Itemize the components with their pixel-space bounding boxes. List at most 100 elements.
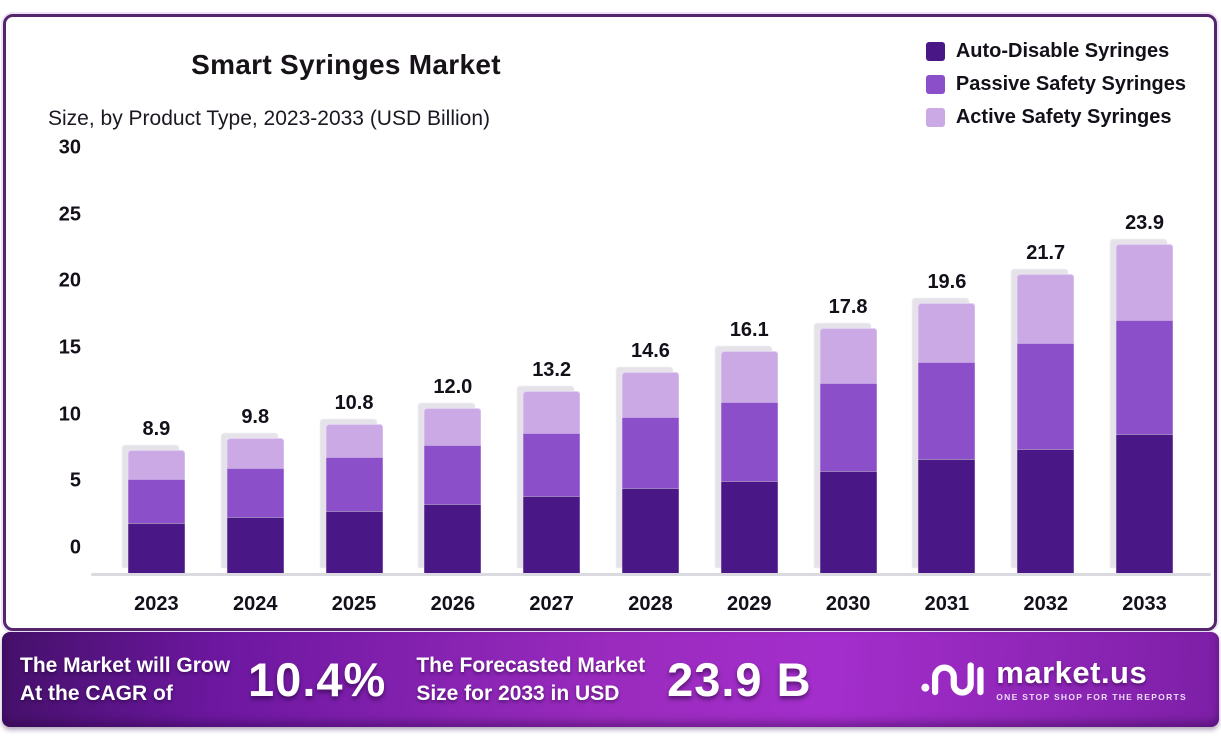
bar-segment-active-safety-syringes bbox=[918, 303, 976, 363]
chart-subtitle: Size, by Product Type, 2023-2033 (USD Bi… bbox=[48, 107, 491, 130]
cagr-label-line2: At the CAGR of bbox=[20, 681, 173, 705]
bar-column-2028: 14.6 bbox=[601, 153, 700, 573]
y-tick-20: 20 bbox=[58, 269, 81, 292]
x-tick-2023: 2023 bbox=[134, 593, 179, 615]
bar-segment-active-safety-syringes bbox=[325, 424, 383, 458]
forecast-value: 23.9 B bbox=[667, 653, 812, 706]
y-tick-25: 25 bbox=[58, 203, 81, 226]
bar-segment-passive-safety-syringes bbox=[1017, 343, 1075, 450]
bar-segment-passive-safety-syringes bbox=[1116, 319, 1174, 434]
bar-segment-passive-safety-syringes bbox=[621, 417, 679, 488]
legend: Auto-Disable Syringes Passive Safety Syri… bbox=[925, 39, 1186, 130]
stacked-bar bbox=[720, 351, 778, 573]
x-tick-2033: 2033 bbox=[1122, 593, 1167, 615]
stacked-bar bbox=[1116, 244, 1174, 573]
legend-label: Auto-Disable Syringes bbox=[955, 40, 1170, 62]
bar-column-2031: 19.6 bbox=[898, 153, 997, 573]
bar-segment-passive-safety-syringes bbox=[226, 468, 284, 517]
forecast-label-line2: Size for 2033 in USD bbox=[416, 681, 620, 705]
bar-segment-auto-disable-syringes bbox=[918, 458, 976, 573]
bar-segment-auto-disable-syringes bbox=[424, 504, 482, 573]
legend-item-1: Auto-Disable Syringes bbox=[925, 39, 1186, 64]
stacked-bar bbox=[523, 391, 581, 573]
bar-column-2030: 17.8 bbox=[799, 153, 898, 573]
bar-segment-auto-disable-syringes bbox=[523, 495, 581, 573]
bar-segment-auto-disable-syringes bbox=[621, 487, 679, 573]
stacked-bar bbox=[918, 303, 976, 573]
forecast-label: The Forecasted Market Size for 2033 in U… bbox=[416, 652, 645, 707]
bar-segment-passive-safety-syringes bbox=[127, 479, 185, 524]
marketus-logo: market.us ONE STOP SHOP FOR THE REPORTS bbox=[920, 651, 1201, 708]
bar-segment-auto-disable-syringes bbox=[1116, 434, 1174, 573]
marketus-logo-tagline: ONE STOP SHOP FOR THE REPORTS bbox=[996, 692, 1187, 702]
bar-total-label: 13.2 bbox=[532, 359, 572, 382]
bar-segment-auto-disable-syringes bbox=[1017, 449, 1075, 573]
y-tick-10: 10 bbox=[58, 403, 81, 426]
bar-total-label: 16.1 bbox=[729, 319, 769, 342]
x-axis-baseline bbox=[91, 573, 1211, 576]
x-tick-2024: 2024 bbox=[232, 593, 278, 615]
x-tick-2027: 2027 bbox=[529, 593, 574, 615]
bar-column-2025: 10.8 bbox=[305, 153, 404, 573]
bar-segment-passive-safety-syringes bbox=[523, 432, 581, 496]
y-tick-15: 15 bbox=[58, 336, 81, 359]
bar-total-label: 14.6 bbox=[631, 340, 670, 363]
stacked-bar bbox=[1017, 274, 1075, 573]
bar-segment-active-safety-syringes bbox=[819, 327, 877, 384]
bar-segment-passive-safety-syringes bbox=[918, 362, 976, 459]
marketus-logo-text: market.us bbox=[996, 655, 1148, 690]
legend-item-3: Active Safety Syringes bbox=[925, 105, 1186, 130]
bar-column-2026: 12.0 bbox=[403, 153, 502, 573]
bar-total-label: 12.0 bbox=[433, 375, 473, 398]
marketus-logo-icon bbox=[920, 651, 984, 708]
stacked-bar bbox=[621, 372, 679, 573]
bar-column-2029: 16.1 bbox=[700, 153, 799, 573]
x-tick-2028: 2028 bbox=[628, 593, 673, 615]
bar-segment-active-safety-syringes bbox=[424, 407, 482, 446]
stacked-bar bbox=[424, 407, 482, 573]
bar-segment-auto-disable-syringes bbox=[325, 511, 383, 573]
bar-total-label: 19.6 bbox=[927, 271, 967, 294]
bar-total-label: 21.7 bbox=[1026, 242, 1066, 265]
bar-total-label: 17.8 bbox=[828, 295, 868, 318]
stacked-bar bbox=[325, 424, 383, 573]
chart-panel: Smart Syringes Market Size, by Product T… bbox=[3, 14, 1217, 631]
cagr-label-line1: The Market will Grow bbox=[20, 654, 231, 678]
bar-segment-active-safety-syringes bbox=[523, 391, 581, 433]
y-tick-5: 5 bbox=[69, 469, 81, 492]
bar-total-label: 23.9 bbox=[1125, 212, 1164, 235]
x-tick-2029: 2029 bbox=[727, 593, 772, 615]
x-tick-2030: 2030 bbox=[825, 593, 871, 615]
chart-title: Smart Syringes Market bbox=[191, 49, 501, 80]
bottom-banner: The Market will Grow At the CAGR of 10.4… bbox=[2, 632, 1219, 727]
stacked-bar bbox=[226, 438, 284, 573]
legend-label: Passive Safety Syringes bbox=[955, 73, 1186, 95]
bar-segment-passive-safety-syringes bbox=[325, 457, 383, 511]
bar-segment-active-safety-syringes bbox=[1116, 244, 1174, 320]
stacked-bar bbox=[819, 327, 877, 573]
bar-column-2032: 21.7 bbox=[996, 153, 1095, 573]
cagr-value: 10.4% bbox=[248, 653, 387, 706]
bar-segment-auto-disable-syringes bbox=[127, 523, 185, 573]
bar-total-label: 9.8 bbox=[241, 406, 270, 429]
x-tick-2031: 2031 bbox=[924, 593, 970, 615]
legend-label: Active Safety Syringes bbox=[955, 106, 1172, 128]
bar-segment-auto-disable-syringes bbox=[720, 480, 778, 573]
bar-segment-passive-safety-syringes bbox=[720, 402, 778, 481]
cagr-label: The Market will Grow At the CAGR of bbox=[20, 652, 230, 707]
bar-segment-auto-disable-syringes bbox=[819, 471, 877, 573]
legend-swatch bbox=[925, 75, 945, 94]
bar-segment-auto-disable-syringes bbox=[226, 516, 284, 573]
forecast-label-line1: The Forecasted Market bbox=[416, 654, 646, 678]
bar-segment-active-safety-syringes bbox=[1017, 274, 1075, 344]
bar-segment-passive-safety-syringes bbox=[424, 445, 482, 505]
bar-segment-active-safety-syringes bbox=[720, 351, 778, 403]
stacked-bar bbox=[127, 450, 185, 573]
bar-column-2027: 13.2 bbox=[502, 153, 601, 573]
bar-total-label: 8.9 bbox=[142, 418, 171, 441]
bar-segment-passive-safety-syringes bbox=[819, 383, 877, 472]
marketus-logo-textblock: market.us ONE STOP SHOP FOR THE REPORTS bbox=[996, 657, 1187, 702]
bar-total-label: 10.8 bbox=[334, 392, 374, 415]
bar-segment-active-safety-syringes bbox=[226, 438, 284, 469]
